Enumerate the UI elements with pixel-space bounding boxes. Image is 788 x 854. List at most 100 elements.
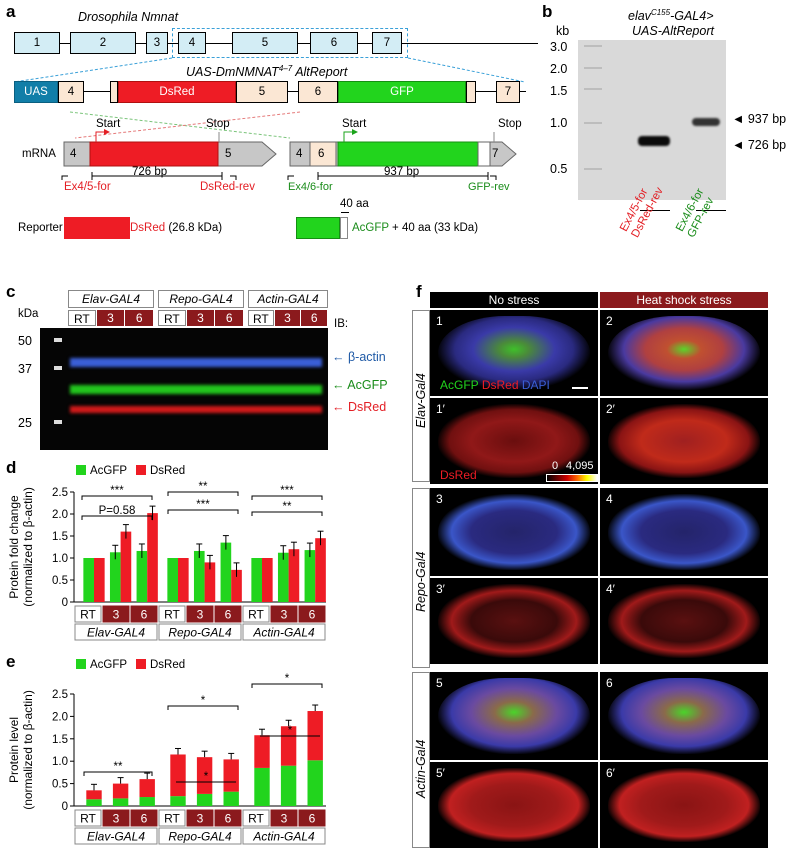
- panel-label-f: f: [416, 282, 422, 301]
- scale-min: 0: [552, 460, 559, 472]
- category-label-2: 6: [141, 608, 148, 622]
- tile-number: 6′: [606, 766, 615, 780]
- aa40-label: 40 aa: [340, 198, 369, 210]
- y-axis-label: Protein fold change(normalized to β-acti…: [7, 487, 35, 607]
- primer-gfp-rev: GFP-rev: [468, 181, 510, 193]
- exon-3: 3: [146, 32, 168, 54]
- col-header-heat-shock: Heat shock stress: [600, 292, 768, 308]
- band-726: [638, 136, 670, 146]
- category-label-7: 3: [281, 608, 288, 622]
- legend-label-acgfp: AcGFP: [90, 465, 127, 477]
- category-box-3: [158, 605, 186, 623]
- bar-acgfp-4: [193, 550, 205, 602]
- construct-exon-7: 7: [496, 81, 520, 103]
- reporter-dsred-text: DsRed (26.8 kDa): [130, 222, 223, 234]
- chart-e: 0 0.5 1.0 1.5 2.0 2.5 Protein level(normalized…: [7, 659, 326, 845]
- y-tick-label: 2.5: [52, 487, 68, 499]
- dsred-legend: DsRed: [440, 468, 477, 482]
- category-label-2: 6: [141, 812, 148, 826]
- brain-image: [608, 404, 760, 478]
- marker-50: 50: [18, 334, 32, 348]
- panel-label-b: b: [542, 2, 553, 21]
- y-axis-label: Protein level(normalized to β-actin): [7, 690, 35, 810]
- category-box-2: [130, 809, 158, 827]
- category-label-3: RT: [164, 812, 180, 826]
- scale-bar: [572, 387, 588, 389]
- kb-label: kb: [556, 24, 570, 38]
- bar-acgfp-7: [280, 765, 297, 806]
- bar-acgfp-5: [223, 791, 239, 806]
- category-label-5: 6: [225, 812, 232, 826]
- brain-image: [438, 678, 590, 754]
- reporter-acgfp-box: [296, 217, 340, 239]
- zoom-lines: [13, 57, 526, 139]
- category-box-7: [270, 605, 298, 623]
- legend-swatch-acgfp: [76, 465, 86, 475]
- category-box-8: [298, 809, 326, 827]
- bar-dsred-0: [94, 558, 105, 602]
- mrna-exon-4b: 4: [296, 148, 303, 160]
- condition-repo-gal4-6: 6: [215, 310, 243, 326]
- category-label-3: RT: [164, 608, 180, 622]
- sig-actin-2-bracket: [251, 495, 323, 500]
- primer-ex45-for: Ex4/5-for: [64, 181, 111, 193]
- tile-number: 6: [606, 676, 613, 690]
- row-box-actin: [412, 672, 430, 848]
- condition-elav-gal4-rt: RT: [68, 310, 96, 326]
- marker-37: 37: [18, 362, 32, 376]
- bar-dsred-5: [231, 569, 242, 602]
- tile-number: 4: [606, 492, 613, 506]
- group-box-1: [158, 827, 242, 845]
- y-tick-label: 2.5: [52, 689, 68, 701]
- tile-number: 4′: [606, 582, 615, 596]
- panel-label-d: d: [6, 458, 17, 477]
- category-label-7: 3: [281, 812, 288, 826]
- kda-label: kDa: [18, 308, 39, 320]
- y-tick-label: 0.5: [52, 575, 68, 587]
- mrna-exon-4: 4: [70, 148, 77, 160]
- band-937: [692, 118, 720, 126]
- brain-tile-8: 4′: [600, 578, 768, 664]
- bar-acgfp-6: [254, 767, 270, 806]
- selection-box: [172, 28, 408, 58]
- category-box-1: [102, 809, 130, 827]
- bar-acgfp-1: [109, 552, 121, 602]
- category-label-1: 3: [113, 812, 120, 826]
- condition-elav-gal4-6: 6: [125, 310, 153, 326]
- mrna-diagram: [61, 129, 517, 180]
- ladder-0.5: 0.5: [550, 162, 568, 176]
- bar-dsred-6: [254, 735, 270, 768]
- sig-elav-bracket: [83, 771, 153, 776]
- brain-image: [438, 316, 590, 390]
- category-label-0: RT: [80, 812, 96, 826]
- sig-repo-bracket: [167, 705, 239, 710]
- beta-actin-band: [70, 358, 322, 367]
- stop-label-2: Stop: [498, 118, 522, 130]
- gfp-box: GFP: [338, 81, 466, 103]
- condition-actin-gal4-rt: RT: [248, 310, 274, 326]
- brain-image: [608, 316, 760, 390]
- lane-2-bar: [696, 210, 726, 211]
- bar-acgfp-8: [307, 760, 323, 806]
- tile-number: 2′: [606, 402, 615, 416]
- brain-tile-12: 6′: [600, 762, 768, 848]
- sig-actin-inner: *: [288, 725, 293, 737]
- bar-acgfp-3: [167, 558, 178, 602]
- mrna-exon-6: 6: [318, 148, 325, 160]
- bar-acgfp-3: [170, 796, 186, 806]
- category-box-6: [242, 605, 270, 623]
- y-tick-label: 1.0: [52, 553, 68, 565]
- category-box-0: [74, 605, 102, 623]
- row-box-repo: [412, 488, 430, 668]
- ib-label: IB:: [334, 318, 349, 330]
- brain-tile-7: 3′: [430, 578, 598, 664]
- brain-tile-2: 2: [600, 310, 768, 396]
- bar-acgfp-7: [277, 552, 289, 602]
- brain-image: [608, 584, 760, 658]
- legend-label-dsred: DsRed: [150, 659, 185, 671]
- category-label-6: RT: [248, 608, 264, 622]
- uas-box: UAS: [14, 81, 58, 103]
- exon-5: 5: [232, 32, 298, 54]
- category-box-4: [186, 809, 214, 827]
- exon-1: 1: [14, 32, 60, 54]
